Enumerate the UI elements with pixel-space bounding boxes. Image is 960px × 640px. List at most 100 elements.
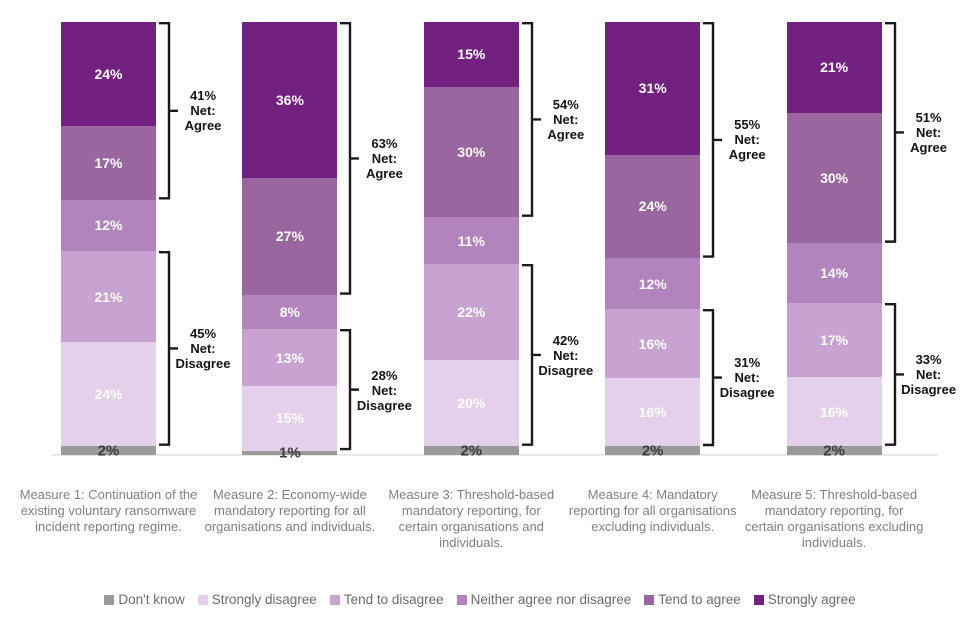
legend-item-dont_know: Don't know [104,592,185,607]
bar-segment-neither-m4: 12% [605,257,701,310]
segment-value-label: 1% [279,444,301,462]
net-disagree-line: Net: [190,341,216,357]
legend-item-tend_to_disagree: Tend to disagree [329,592,444,607]
net-agree-bracket-m1 [159,22,178,200]
net-disagree-line: Disagree [901,382,957,398]
legend-swatch-neither [456,594,467,605]
segment-value-label: 2% [641,442,664,460]
segment-value-label: 27% [275,228,304,245]
bar-segment-strongly_agree-m1: 24% [61,22,156,126]
net-disagree-bracket-m3 [521,264,541,447]
bar-segment-tend_to_disagree-m4: 16% [605,309,701,378]
segment-value-label: 20% [457,395,486,411]
segment-value-label: 13% [275,349,304,366]
bar-segment-strongly_agree-m5: 21% [786,22,882,113]
bar-segment-tend_to_agree-m3: 30% [423,86,519,217]
net-agree-line: 63% [371,135,398,151]
bar-segment-tend_to_disagree-m2: 13% [242,329,338,386]
category-label-m5: Measure 5: Threshold-based mandatory rep… [744,487,924,550]
legend-item-neither: Neither agree nor disagree [456,592,632,607]
net-disagree-label-m4: 31% Net: Disagree [712,355,782,400]
net-disagree-label-m1: 45% Net: Disagree [168,326,238,371]
net-disagree-line: Net: [734,370,760,386]
segment-value-label: 12% [94,217,123,234]
bar-segment-strongly_agree-m2: 36% [242,22,338,178]
net-agree-label-m4: 55% Net: Agree [712,117,782,162]
segment-value-label: 15% [275,410,304,427]
stacked-bar-measure-3: 15% 30% 11% 22% 20% 2% [423,22,519,459]
bar-segment-neither-m1: 12% [61,199,156,252]
bar-segment-strongly_disagree-m1: 24% [61,342,156,447]
net-agree-line: 51% [915,109,942,125]
category-label-m1: Measure 1: Continuation of the existing … [19,487,198,534]
segment-value-label: 2% [460,442,483,460]
net-agree-line: Agree [184,118,222,134]
stacked-bar-measure-5: 21% 30% 14% 17% 16% 2% [786,22,882,459]
bar-segment-strongly_disagree-m5: 16% [786,377,882,447]
bar-segment-tend_to_agree-m4: 24% [605,154,701,258]
net-disagree-label-m5: 33% Net: Disagree [894,352,960,397]
net-disagree-line: 31% [734,355,761,371]
net-agree-bracket-m5 [884,22,904,243]
segment-value-label: 11% [457,232,485,249]
legend-swatch-strongly_disagree [197,594,208,605]
net-agree-label-m3: 54% Net: Agree [531,97,601,142]
net-agree-label-m1: 41% Net: Agree [168,88,238,133]
net-disagree-line: Disagree [356,397,412,413]
legend-swatch-tend_to_disagree [329,594,340,605]
bar-segment-dont_know-m3: 2% [423,442,519,459]
net-agree-line: 41% [189,88,217,104]
legend-item-strongly_agree: Strongly agree [753,592,856,607]
bar-segment-dont_know-m2: 1% [242,444,338,461]
segment-value-label: 17% [94,154,123,171]
bar-segment-tend_to_disagree-m3: 22% [423,264,519,360]
bar-segment-strongly_agree-m3: 15% [423,22,519,87]
segment-value-label: 22% [457,304,486,321]
segment-value-label: 21% [94,288,123,305]
net-agree-line: Net: [915,124,942,140]
bar-segment-neither-m5: 14% [786,242,882,304]
bar-segment-strongly_disagree-m4: 16% [605,377,701,447]
legend-label-dont_know: Don't know [118,592,185,607]
segment-value-label: 30% [820,169,849,186]
net-disagree-line: Disagree [538,362,594,378]
bar-segment-dont_know-m4: 2% [605,442,701,459]
x-axis-baseline [52,454,938,456]
net-disagree-bracket-m1 [159,251,178,447]
segment-value-label: 2% [823,442,845,460]
net-agree-bracket-m4 [703,22,723,258]
net-agree-line: Net: [190,103,216,119]
bar-segment-strongly_disagree-m2: 15% [242,385,338,451]
net-agree-line: 55% [734,117,761,133]
net-agree-line: Net: [553,111,579,127]
net-disagree-line: 33% [915,352,942,368]
segment-value-label: 24% [638,198,667,215]
segment-value-label: 31% [638,80,667,97]
net-agree-bracket-m3 [521,22,541,217]
legend-label-tend_to_agree: Tend to agree [658,592,741,607]
segment-value-label: 24% [94,65,123,82]
net-disagree-line: 42% [552,332,579,348]
legend-label-tend_to_disagree: Tend to disagree [343,592,444,607]
stacked-bar-measure-1: 24% 17% 12% 21% 24% 2% [61,22,156,459]
segment-value-label: 15% [457,46,486,63]
net-agree-label-m5: 51% Net: Agree [894,110,960,155]
net-agree-line: Net: [734,132,760,148]
segment-value-label: 12% [638,275,667,292]
segment-value-label: 17% [820,332,849,349]
legend-item-tend_to_agree: Tend to agree [644,592,741,607]
net-disagree-label-m2: 28% Net: Disagree [349,368,419,413]
legend-swatch-strongly_agree [753,594,764,605]
bar-segment-tend_to_agree-m2: 27% [242,177,338,295]
legend-item-strongly_disagree: Strongly disagree [197,592,317,607]
segment-value-label: 36% [275,91,304,108]
legend-swatch-tend_to_agree [644,594,655,605]
bar-segment-tend_to_disagree-m5: 17% [786,303,882,378]
legend-label-neither: Neither agree nor disagree [470,592,632,607]
bar-segment-tend_to_agree-m5: 30% [786,112,882,243]
segment-value-label: 16% [638,335,667,352]
segment-value-label: 21% [820,59,849,76]
legend-label-strongly_agree: Strongly agree [767,592,856,607]
net-agree-bracket-m2 [340,22,360,295]
